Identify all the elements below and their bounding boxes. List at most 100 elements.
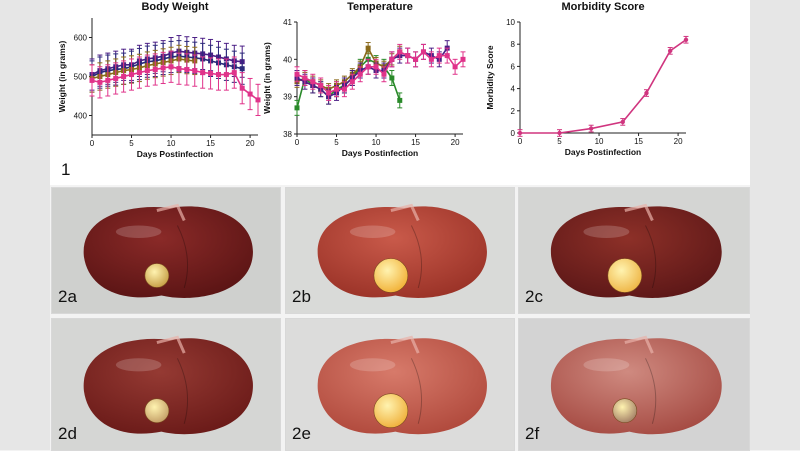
liver-drawing: [83, 203, 253, 298]
data-point: [318, 82, 324, 88]
right-margin: [750, 0, 800, 450]
x-tick-label: 0: [90, 139, 95, 148]
lobe-fissure: [176, 225, 189, 289]
highlight: [115, 358, 162, 372]
ligament: [624, 335, 654, 354]
photo-label: 2d: [58, 424, 77, 443]
data-point: [420, 49, 426, 55]
data-point: [294, 71, 300, 77]
y-tick-label: 4: [511, 85, 516, 94]
series-morbidity: [517, 35, 689, 137]
data-point: [310, 79, 316, 85]
data-point: [381, 71, 387, 77]
liver-shape: [317, 338, 487, 435]
data-point: [373, 64, 379, 70]
data-point: [365, 45, 371, 51]
data-point: [667, 48, 673, 54]
y-tick-label: 8: [511, 40, 516, 49]
liver-photo-2e: 2e: [285, 318, 515, 451]
lobe-fissure: [645, 358, 657, 424]
x-tick-label: 20: [246, 139, 255, 148]
y-tick-label: 2: [511, 107, 516, 116]
data-point: [389, 56, 395, 62]
gallbladder: [612, 398, 638, 423]
data-point: [136, 70, 142, 76]
data-point: [517, 130, 523, 136]
figure-label-1: 1: [61, 160, 71, 179]
lobe-fissure: [410, 358, 423, 424]
liver-drawing: [83, 335, 253, 435]
photo-label: 2b: [292, 287, 311, 306]
data-point: [428, 56, 434, 62]
series-line: [520, 39, 687, 134]
y-tick-label: 41: [283, 18, 292, 27]
data-point: [192, 68, 198, 74]
data-point: [152, 66, 158, 72]
data-point: [97, 79, 103, 85]
liver-shape: [550, 338, 722, 435]
lobe-fissure: [410, 225, 423, 289]
liver-shape: [550, 206, 722, 298]
liver-shape: [83, 338, 253, 435]
y-tick-label: 400: [74, 112, 88, 121]
y-axis-label: Morbidity Score: [485, 45, 495, 110]
charts-panel: Body Weight 400 500 600 0 5 10 15 20 Days Postinf…: [50, 0, 750, 185]
ligament: [156, 335, 186, 354]
ligament: [390, 203, 420, 222]
liver-photo-2b: 2b: [285, 187, 515, 314]
photo-label: 2f: [525, 424, 540, 443]
data-point: [452, 64, 458, 70]
liver-shape: [83, 206, 253, 298]
y-tick-label: 0: [511, 129, 516, 138]
x-tick-label: 10: [595, 137, 604, 146]
data-point: [341, 86, 347, 92]
lobe-fissure: [176, 358, 189, 424]
data-point: [184, 66, 190, 72]
left-margin: [0, 0, 50, 450]
data-point: [413, 56, 419, 62]
data-point: [255, 97, 261, 103]
data-point: [389, 75, 395, 81]
highlight: [349, 358, 396, 372]
series-line: [296, 50, 464, 94]
liver-drawing: [317, 335, 487, 435]
data-point: [436, 53, 442, 59]
liver-photo-2d: 2d: [51, 318, 281, 451]
highlight: [583, 358, 630, 372]
data-point: [144, 68, 150, 74]
y-tick-label: 10: [506, 18, 515, 27]
series-group-magenta: [89, 50, 261, 116]
temperature-chart: Temperature 38 39 40 41 0 5 10 15 20 Days Postinfe…: [262, 1, 466, 158]
ligament: [156, 203, 186, 222]
data-point: [215, 72, 221, 78]
data-point: [121, 74, 127, 79]
data-point: [247, 91, 253, 97]
gallbladder: [373, 258, 409, 293]
photo-label: 2e: [292, 424, 311, 443]
x-axis-label: Days Postinfection: [137, 149, 214, 159]
liver-photo-2c: 2c: [518, 187, 750, 314]
liver-drawing: [317, 203, 487, 298]
photo-label: 2a: [58, 287, 77, 306]
gallbladder: [607, 258, 643, 293]
x-axis-label: Days Postinfection: [342, 148, 419, 158]
data-point: [208, 70, 214, 76]
y-tick-label: 38: [283, 130, 292, 139]
gallbladder: [144, 398, 170, 423]
ligament: [624, 203, 654, 222]
data-point: [89, 77, 95, 83]
y-tick-label: 500: [74, 73, 88, 82]
highlight: [115, 225, 162, 238]
data-point: [294, 105, 300, 111]
chart-title: Body Weight: [141, 1, 208, 13]
x-tick-label: 10: [372, 138, 381, 147]
x-tick-label: 15: [206, 139, 215, 148]
data-point: [223, 72, 229, 78]
x-tick-label: 5: [334, 138, 339, 147]
data-point: [168, 64, 174, 70]
data-point: [620, 119, 625, 125]
data-point: [200, 70, 206, 76]
data-point: [105, 77, 111, 83]
liver-drawing: [550, 203, 722, 298]
data-point: [326, 90, 332, 96]
